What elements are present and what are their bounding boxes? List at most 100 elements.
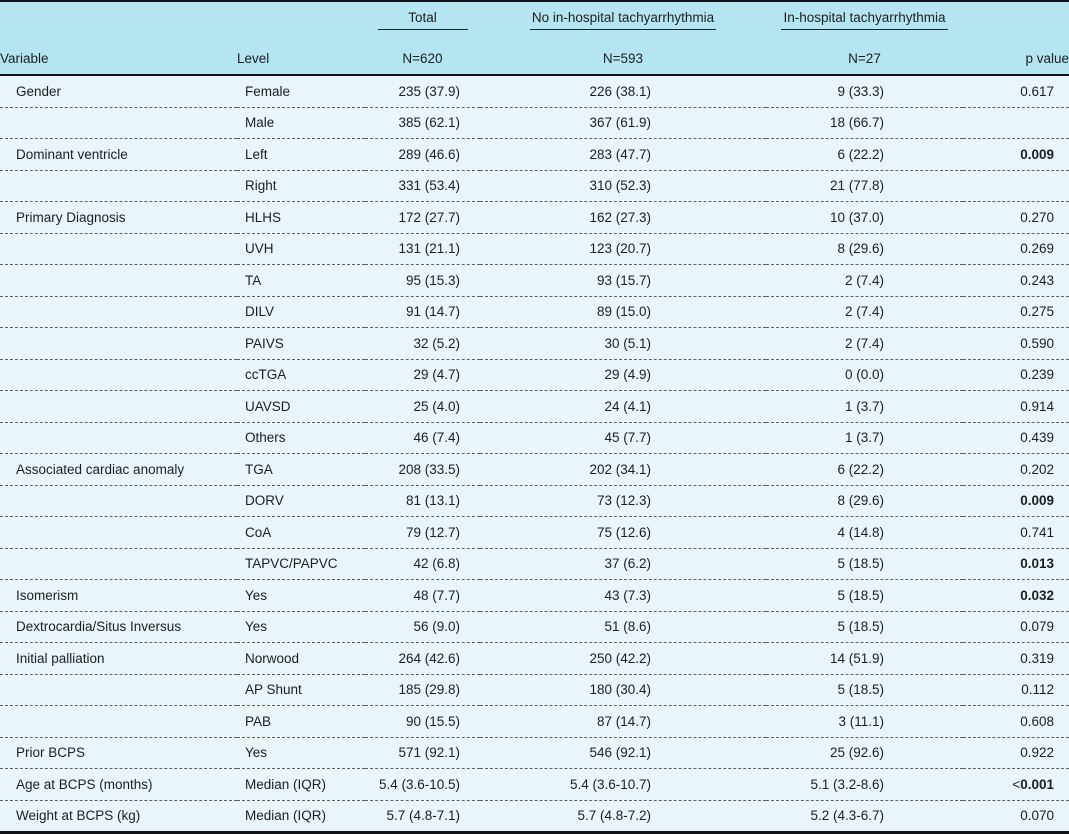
column-group-p-spacer (963, 1, 1069, 40)
level-cell: TA (237, 264, 365, 296)
level-cell: Norwood (237, 642, 365, 674)
table-row: Initial palliation Norwood 264 (42.6) 250 (… (0, 642, 1069, 674)
table-row: Dominant ventricle Left 289 (46.6) 283 (47.… (0, 138, 1069, 170)
variable-cell (0, 169, 237, 202)
p-value-cell: 0.914 (963, 390, 1069, 422)
table-row: Dextrocardia/Situs Inversus Yes 56 (9.0) 51… (0, 610, 1069, 643)
no-tachyarrhythmia-value-cell: 180 (30.4) (480, 673, 766, 706)
variable-cell: Gender (16, 83, 62, 99)
variable-cell (0, 327, 237, 359)
tachyarrhythmia-value-cell: 5.1 (3.2-8.6) (766, 768, 963, 800)
table-row: UAVSD 25 (4.0) 24 (4.1) 1 (3.7) 0.914 (0, 390, 1069, 422)
table-row: AP Shunt 185 (29.8) 180 (30.4) 5 (18.5) 0.11… (0, 673, 1069, 706)
total-value-cell: 42 (6.8) (365, 547, 480, 580)
no-tachyarrhythmia-value-cell: 226 (38.1) (589, 83, 651, 99)
p-value-cell: 0.608 (963, 705, 1069, 737)
level-cell: Yes (237, 736, 365, 769)
level-cell: DILV (237, 295, 365, 328)
level-cell: Others (237, 421, 365, 454)
table-row: Right 331 (53.4) 310 (52.3) 21 (77.8) (0, 169, 1069, 202)
no-tachyarrhythmia-value-cell: 43 (7.3) (480, 579, 766, 611)
no-tachyarrhythmia-value-cell: 51 (8.6) (480, 610, 766, 643)
no-tachyarrhythmia-value-cell: 37 (6.2) (480, 547, 766, 580)
table-row: Isomerism Yes 48 (7.7) 43 (7.3) 5 (18.5) 0.03… (0, 579, 1069, 611)
total-value-cell: 172 (27.7) (365, 201, 480, 233)
p-value-cell: 0.922 (963, 736, 1069, 769)
level-cell: Yes (237, 579, 365, 611)
no-tachyarrhythmia-value-cell: 93 (15.7) (480, 264, 766, 296)
table-row: TA 95 (15.3) 93 (15.7) 2 (7.4) 0.243 (0, 264, 1069, 296)
level-cell: UAVSD (237, 390, 365, 422)
variable-cell (0, 673, 237, 706)
table-row: UVH 131 (21.1) 123 (20.7) 8 (29.6) 0.269 (0, 232, 1069, 265)
no-tachyarrhythmia-value-cell: 310 (52.3) (480, 169, 766, 202)
variable-cell (0, 232, 237, 265)
table-body: Gender Female 235 (37.9) 226 (38.1) 9 (33.3)… (0, 75, 1069, 833)
p-value-cell: 0.013 (963, 547, 1069, 580)
variable-cell (0, 264, 237, 296)
variable-cell (0, 547, 237, 580)
p-value-cell: 0.079 (963, 610, 1069, 643)
column-header-variable: Variable (0, 40, 237, 76)
column-header-row: Variable Level N=620 N=593 N=27 p value (0, 40, 1069, 76)
no-tachyarrhythmia-value-cell: 73 (12.3) (480, 484, 766, 517)
tachyarrhythmia-value-cell: 21 (77.8) (766, 169, 963, 202)
tachyarrhythmia-value-cell: 5.2 (4.3-6.7) (766, 799, 963, 833)
tachyarrhythmia-value-cell: 3 (11.1) (766, 705, 963, 737)
variable-cell (0, 106, 237, 139)
tachyarrhythmia-value-cell: 25 (92.6) (766, 736, 963, 769)
total-value-cell: 571 (92.1) (365, 736, 480, 769)
total-value-cell: 331 (53.4) (365, 169, 480, 202)
level-cell: DORV (237, 484, 365, 517)
level-cell: Right (237, 169, 365, 202)
variable-cell: Dextrocardia/Situs Inversus (0, 610, 237, 643)
table-row: DILV 91 (14.7) 89 (15.0) 2 (7.4) 0.275 (0, 295, 1069, 328)
column-header-total-n: N=620 (365, 40, 480, 76)
p-value-cell: 0.275 (963, 295, 1069, 328)
variable-cell: Weight at BCPS (kg) (0, 799, 237, 833)
tachyarrhythmia-value-cell: 8 (29.6) (766, 484, 963, 517)
variable-cell (0, 484, 237, 517)
total-value-cell: 264 (42.6) (365, 642, 480, 674)
tachyarrhythmia-value-cell: 1 (3.7) (766, 421, 963, 454)
tachyarrhythmia-value-cell: 14 (51.9) (766, 642, 963, 674)
table-row: PAIVS 32 (5.2) 30 (5.1) 2 (7.4) 0.590 (0, 327, 1069, 359)
level-cell: Median (IQR) (237, 799, 365, 833)
table-row: PAB 90 (15.5) 87 (14.7) 3 (11.1) 0.608 (0, 705, 1069, 737)
total-value-cell: 131 (21.1) (365, 232, 480, 265)
level-cell: CoA (237, 516, 365, 548)
table-row: Weight at BCPS (kg) Median (IQR) 5.7 (4.8-… (0, 799, 1069, 833)
tachyarrhythmia-value-cell: 5 (18.5) (766, 547, 963, 580)
p-value-cell: 0.202 (963, 453, 1069, 485)
column-group-total: Total (365, 1, 480, 40)
column-header-no-tachyarrhythmia-n: N=593 (480, 40, 766, 76)
variable-cell (0, 295, 237, 328)
column-group-total-label: Total (377, 10, 468, 30)
level-cell: PAB (237, 705, 365, 737)
tachyarrhythmia-value-cell: 6 (22.2) (766, 138, 963, 170)
variable-cell: Age at BCPS (months) (0, 768, 237, 800)
tachyarrhythmia-value-cell: 10 (37.0) (766, 201, 963, 233)
level-cell: UVH (237, 232, 365, 265)
table-row: Male 385 (62.1) 367 (61.9) 18 (66.7) (0, 106, 1069, 139)
total-value-cell: 385 (62.1) (365, 106, 480, 139)
variable-cell: Associated cardiac anomaly (0, 453, 237, 485)
column-group-no-tachyarrhythmia: No in-hospital tachyarrhythmia (480, 1, 766, 40)
no-tachyarrhythmia-value-cell: 87 (14.7) (480, 705, 766, 737)
total-value-cell: 25 (4.0) (365, 390, 480, 422)
table-row: TAPVC/PAPVC 42 (6.8) 37 (6.2) 5 (18.5) 0.013 (0, 547, 1069, 580)
column-group-row: Total No in-hospital tachyarrhythmia In-… (0, 1, 1069, 40)
no-tachyarrhythmia-value-cell: 45 (7.7) (480, 421, 766, 454)
variable-cell (0, 705, 237, 737)
p-value-cell: 0.070 (963, 799, 1069, 833)
level-cell: TAPVC/PAPVC (237, 547, 365, 580)
table-row: Primary Diagnosis HLHS 172 (27.7) 162 (27.3… (0, 201, 1069, 233)
total-value-cell: 29 (4.7) (365, 358, 480, 391)
level-cell: Median (IQR) (237, 768, 365, 800)
tachyarrhythmia-value-cell: 6 (22.2) (766, 453, 963, 485)
variable-cell (0, 421, 237, 454)
total-value-cell: 95 (15.3) (365, 264, 480, 296)
level-cell: Female (245, 83, 291, 99)
p-value-cell: 0.243 (963, 264, 1069, 296)
